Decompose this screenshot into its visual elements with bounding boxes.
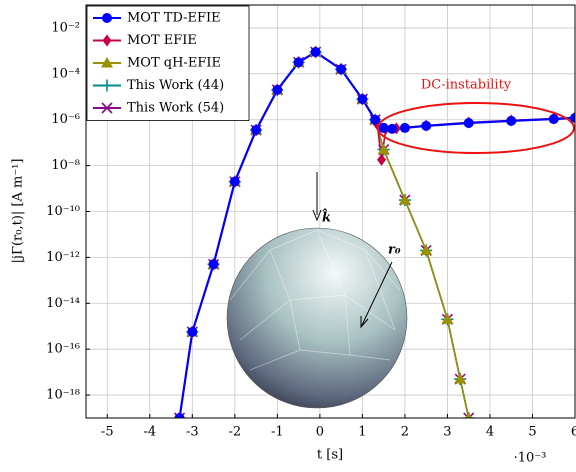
marker: [101, 79, 113, 92]
marker: [102, 13, 112, 23]
marker: [387, 123, 398, 134]
x-tick-label: 1: [358, 425, 366, 440]
marker: [357, 94, 368, 105]
x-tick-label: 6: [571, 425, 576, 440]
legend-label: MOT EFIE: [127, 33, 197, 48]
legend-label: This Work (54): [127, 101, 224, 116]
y-tick-label: 10⁻²: [51, 20, 80, 35]
marker: [377, 143, 390, 155]
marker: [187, 326, 198, 337]
y-tick-label: 10⁻¹⁶: [46, 342, 80, 357]
marker: [399, 122, 410, 133]
marker: [370, 114, 381, 125]
y-tick-label: 10⁻⁴: [51, 66, 80, 81]
marker: [102, 34, 112, 47]
marker: [251, 125, 262, 136]
marker: [465, 412, 473, 418]
marker: [398, 194, 411, 205]
marker: [548, 114, 559, 125]
legend-label: MOT qH-EFIE: [127, 56, 221, 71]
legend: MOT TD-EFIE MOT EFIE MOT qH-EFIE This Work …: [86, 5, 250, 121]
y-tick-label: 10⁻¹⁴: [46, 296, 80, 311]
marker: [101, 102, 113, 114]
x-tick-label: 5: [528, 425, 536, 440]
y-tick-label: 10⁻⁶: [51, 112, 80, 127]
marker: [336, 64, 347, 75]
annotation: k̂: [322, 208, 331, 225]
y-axis-label: |jΓ(r₀,t)| [A m⁻¹]: [11, 159, 26, 264]
marker: [454, 373, 467, 384]
x-tick-label: 3: [443, 425, 451, 440]
annotation: DC-instability: [421, 78, 512, 93]
plot-area: [173, 46, 575, 418]
y-tick-label: 10⁻¹⁸: [46, 388, 80, 403]
marker: [570, 112, 575, 123]
marker: [421, 120, 432, 131]
y-tick-label: 10⁻⁸: [51, 158, 80, 173]
marker: [506, 115, 517, 126]
y-tick-label: 10⁻¹²: [46, 250, 80, 265]
marker: [420, 244, 433, 255]
axes-frame: [85, 4, 576, 419]
marker: [229, 176, 240, 187]
y-tick-label: 10⁻¹⁰: [46, 204, 80, 219]
marker: [293, 57, 304, 68]
x-tick-label: 0: [316, 425, 324, 440]
marker: [208, 259, 219, 270]
x-tick-label: -2: [228, 425, 241, 440]
marker: [272, 84, 283, 95]
x-axis-label: t [s]: [317, 448, 343, 463]
marker: [310, 47, 321, 58]
marker: [174, 413, 185, 418]
x-tick-label: 4: [486, 425, 494, 440]
marker: [463, 117, 474, 128]
instability-ellipse: [377, 102, 575, 154]
legend-label: MOT TD-EFIE: [127, 11, 221, 26]
legend-label: This Work (44): [127, 78, 224, 93]
x-tick-label: -3: [186, 425, 199, 440]
marker: [101, 57, 113, 68]
annotation: r₀: [388, 243, 401, 258]
marker: [441, 313, 454, 324]
x-tick-label: 2: [401, 425, 409, 440]
x-tick-label: -1: [271, 425, 284, 440]
marker: [377, 153, 387, 166]
x-tick-label: -5: [101, 425, 114, 440]
sphere: [226, 172, 408, 409]
x-tick-label: -4: [143, 425, 156, 440]
marker: [378, 122, 389, 133]
marker: [463, 412, 475, 418]
x-offset-label: ·10⁻³: [514, 451, 547, 466]
